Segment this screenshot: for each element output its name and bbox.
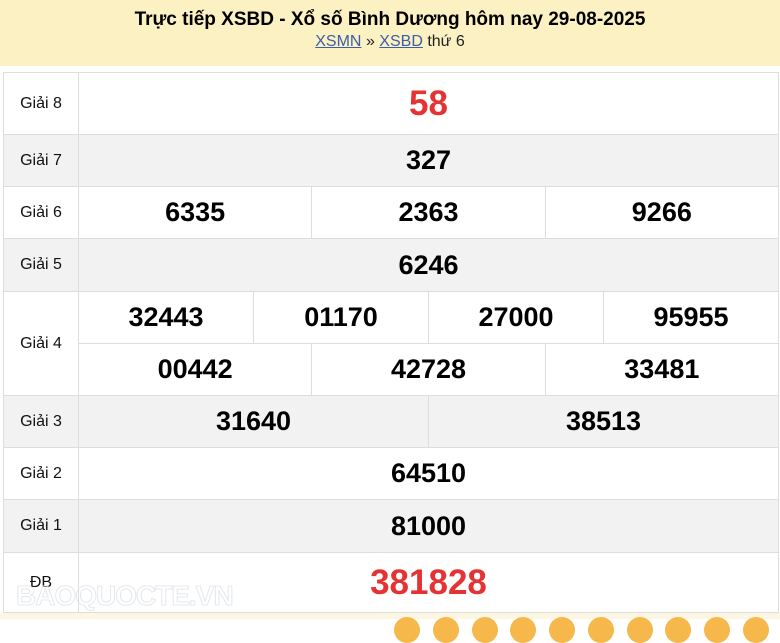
prize-values: 58 bbox=[79, 73, 779, 134]
prize-values: 6335 2363 9266 bbox=[79, 187, 779, 238]
prize-values: 6246 bbox=[79, 239, 779, 291]
prize-label: Giải 2 bbox=[4, 448, 79, 499]
prize-number: 32443 bbox=[79, 292, 254, 343]
prize-number: 38513 bbox=[429, 396, 779, 447]
breadcrumb-suffix: thứ 6 bbox=[427, 33, 465, 50]
prize-row: Giải 4 32443 01170 27000 95955 00442 42728 3348… bbox=[4, 292, 779, 396]
decorative-ball-icon bbox=[549, 617, 575, 643]
prize-values: 31640 38513 bbox=[79, 396, 779, 447]
prize-number: 95955 bbox=[604, 292, 779, 343]
decorative-ball-icon bbox=[394, 617, 420, 643]
prize-row: ĐB 381828 bbox=[4, 553, 779, 613]
prize-row: Giải 7 327 bbox=[4, 135, 779, 187]
prize-values: 32443 01170 27000 95955 00442 42728 33481 bbox=[79, 292, 779, 395]
decorative-ball-icon bbox=[743, 617, 769, 643]
prize-values: 381828 bbox=[79, 553, 779, 612]
prize-label: Giải 6 bbox=[4, 187, 79, 238]
prize-row: Giải 5 6246 bbox=[4, 239, 779, 292]
bottom-strip bbox=[0, 613, 780, 619]
prize-number: 42728 bbox=[312, 344, 546, 395]
prize-label: Giải 7 bbox=[4, 135, 79, 186]
prize-number: 31640 bbox=[79, 396, 429, 447]
prize-line: 00442 42728 33481 bbox=[79, 343, 779, 395]
decorative-ball-icon bbox=[627, 617, 653, 643]
prize-label: Giải 3 bbox=[4, 396, 79, 447]
prize-number: 2363 bbox=[312, 187, 546, 238]
prize-label: Giải 5 bbox=[4, 239, 79, 291]
prize-label: ĐB bbox=[4, 553, 79, 612]
prize-row: Giải 1 81000 bbox=[4, 500, 779, 553]
results-table: Giải 8 58 Giải 7 327 Giải 6 6335 2363 9266 Giải … bbox=[3, 72, 779, 613]
decorative-ball-icon bbox=[510, 617, 536, 643]
prize-line: 327 bbox=[79, 135, 779, 186]
prize-values: 64510 bbox=[79, 448, 779, 499]
prize-number: 01170 bbox=[254, 292, 429, 343]
prize-number: 381828 bbox=[79, 553, 779, 612]
prize-number: 58 bbox=[79, 73, 779, 134]
prize-line: 64510 bbox=[79, 448, 779, 499]
prize-number: 327 bbox=[79, 135, 779, 186]
prize-row: Giải 2 64510 bbox=[4, 448, 779, 500]
page-title: Trực tiếp XSBD - Xổ số Bình Dương hôm na… bbox=[134, 9, 646, 30]
breadcrumb: XSMN » XSBD thứ 6 bbox=[0, 32, 780, 52]
breadcrumb-link-xsbd[interactable]: XSBD bbox=[379, 33, 423, 50]
prize-number: 6335 bbox=[79, 187, 313, 238]
breadcrumb-separator: » bbox=[365, 33, 375, 50]
page-header: Trực tiếp XSBD - Xổ số Bình Dương hôm na… bbox=[0, 0, 780, 66]
prize-row: Giải 8 58 bbox=[4, 73, 779, 135]
decorative-ball-icon bbox=[472, 617, 498, 643]
breadcrumb-link-xsmn[interactable]: XSMN bbox=[315, 33, 362, 50]
prize-label: Giải 1 bbox=[4, 500, 79, 552]
prize-line: 6246 bbox=[79, 239, 779, 291]
prize-values: 81000 bbox=[79, 500, 779, 552]
prize-line: 6335 2363 9266 bbox=[79, 187, 779, 238]
decorative-ball-icon bbox=[665, 617, 691, 643]
decorative-ball-icon bbox=[704, 617, 730, 643]
prize-number: 33481 bbox=[546, 344, 779, 395]
decorative-ball-icon bbox=[433, 617, 459, 643]
prize-label: Giải 4 bbox=[4, 292, 79, 395]
prize-number: 27000 bbox=[429, 292, 604, 343]
prize-row: Giải 6 6335 2363 9266 bbox=[4, 187, 779, 239]
prize-line: 381828 bbox=[79, 553, 779, 612]
prize-number: 6246 bbox=[79, 239, 779, 291]
prize-number: 00442 bbox=[79, 344, 313, 395]
prize-number: 9266 bbox=[546, 187, 779, 238]
prize-number: 81000 bbox=[79, 500, 779, 552]
prize-values: 327 bbox=[79, 135, 779, 186]
prize-line: 58 bbox=[79, 73, 779, 134]
prize-label: Giải 8 bbox=[4, 73, 79, 134]
prize-line: 32443 01170 27000 95955 bbox=[79, 292, 779, 343]
decorative-ball-icon bbox=[588, 617, 614, 643]
prize-row: Giải 3 31640 38513 bbox=[4, 396, 779, 448]
watermark-logo: BAOQUOCTE.VN bbox=[16, 580, 235, 612]
prize-line: 81000 bbox=[79, 500, 779, 552]
prize-number: 64510 bbox=[79, 448, 779, 499]
prize-line: 31640 38513 bbox=[79, 396, 779, 447]
